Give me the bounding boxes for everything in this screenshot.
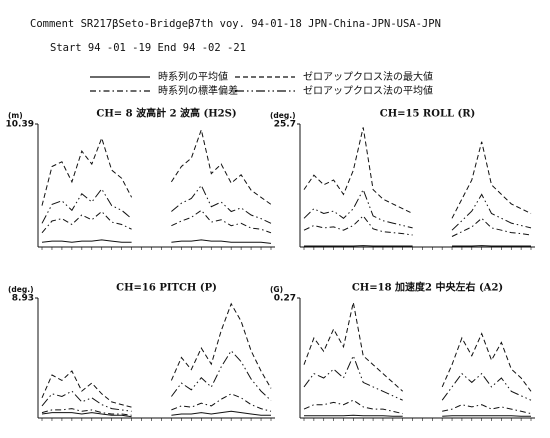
series-line — [303, 188, 532, 231]
y-axis-unit: (m) — [8, 111, 23, 120]
series-line — [41, 184, 272, 224]
series-line — [303, 354, 532, 401]
chart-title: CH= 8 波高計 2 波高 (H2S) — [96, 107, 236, 120]
series-line — [41, 349, 272, 412]
series-line — [304, 414, 531, 417]
header-comment: Comment SR217βSeto-Bridgeβ7th voy. 94-01… — [30, 18, 441, 30]
chart-title: CH=15 ROLL (R) — [380, 109, 476, 120]
series-line — [41, 393, 272, 416]
chart-title: CH=18 加速度2 中央左右 (A2) — [352, 281, 503, 294]
legend-label: ゼロアップクロス法の最大値 — [303, 70, 433, 83]
series-line — [303, 215, 532, 237]
series-line — [303, 127, 532, 219]
series-line — [303, 302, 532, 392]
y-tick-label: 10.39 — [6, 120, 34, 130]
series-line — [303, 399, 532, 415]
header-period: Start 94 -01 -19 End 94 -02 -21 — [50, 42, 246, 54]
y-axis-unit: (deg.) — [270, 111, 296, 120]
y-axis-unit: (G) — [270, 285, 283, 294]
series-line — [41, 302, 272, 408]
series-line — [41, 128, 272, 206]
series-line — [41, 209, 272, 234]
series-line — [41, 239, 272, 244]
series-line — [41, 410, 271, 418]
legend-label: 時系列の標準偏差 — [158, 84, 238, 97]
y-tick-label: 25.7 — [274, 120, 296, 130]
chart-title: CH=16 PITCH (P) — [116, 283, 217, 294]
y-tick-label: 8.93 — [12, 294, 34, 304]
y-axis-unit: (deg.) — [8, 285, 34, 294]
y-tick-label: 0.27 — [274, 294, 296, 304]
legend-label: 時系列の平均値 — [158, 70, 228, 83]
legend-label: ゼロアップクロス法の平均値 — [303, 84, 433, 97]
